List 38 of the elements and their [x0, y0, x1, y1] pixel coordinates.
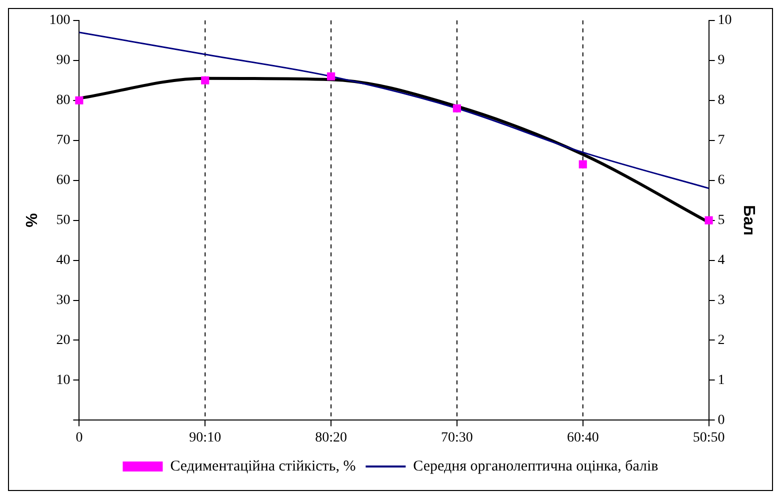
y2-tick-label: 10: [718, 13, 732, 28]
y2-tick-label: 7: [718, 133, 725, 148]
point: [75, 96, 84, 104]
y-tick-label: 80: [56, 93, 70, 108]
y2-tick-label: 3: [718, 292, 725, 308]
y2-tick-label: 0: [718, 412, 725, 428]
x-tick-label: 50:50: [692, 430, 725, 446]
y-tick-label: 40: [56, 252, 70, 268]
y-tick-label: 50: [56, 212, 70, 228]
x-tick-label: 90:10: [189, 430, 222, 446]
point: [327, 72, 336, 80]
y-tick-label: 70: [56, 133, 70, 148]
y-tick-label: 90: [56, 53, 70, 68]
x-tick-label: 80:20: [315, 430, 347, 446]
y2-tick-label: 2: [718, 332, 725, 348]
legend-label: Седиментаційна стійкість, %: [170, 458, 356, 474]
line-series: [78, 32, 710, 190]
x-tick-label: 60:40: [566, 430, 599, 446]
point: [704, 216, 713, 224]
y2-tick-label: 1: [718, 372, 725, 388]
point: [201, 76, 210, 84]
x-tick-label: 70:30: [441, 430, 473, 446]
legend-label: Середня органолептична оцінка, балів: [413, 458, 658, 474]
point: [578, 160, 587, 168]
x-tick-label: 0: [76, 430, 83, 446]
y2-tick-label: 9: [718, 53, 725, 68]
y2-tick-label: 6: [718, 172, 725, 188]
y2-tick-label: 8: [718, 93, 725, 108]
y2-axis-title: Бал: [740, 205, 757, 236]
point: [452, 104, 461, 112]
y-tick-label: 60: [56, 172, 70, 188]
y2-tick-label: 5: [718, 212, 725, 228]
y-tick-label: 20: [56, 332, 70, 348]
y-axis-title: %: [24, 213, 42, 228]
y-tick-label: 10: [56, 372, 70, 388]
y-tick-label: 100: [49, 13, 70, 28]
y-tick-label: 30: [56, 292, 70, 308]
y2-tick-label: 4: [718, 252, 725, 268]
